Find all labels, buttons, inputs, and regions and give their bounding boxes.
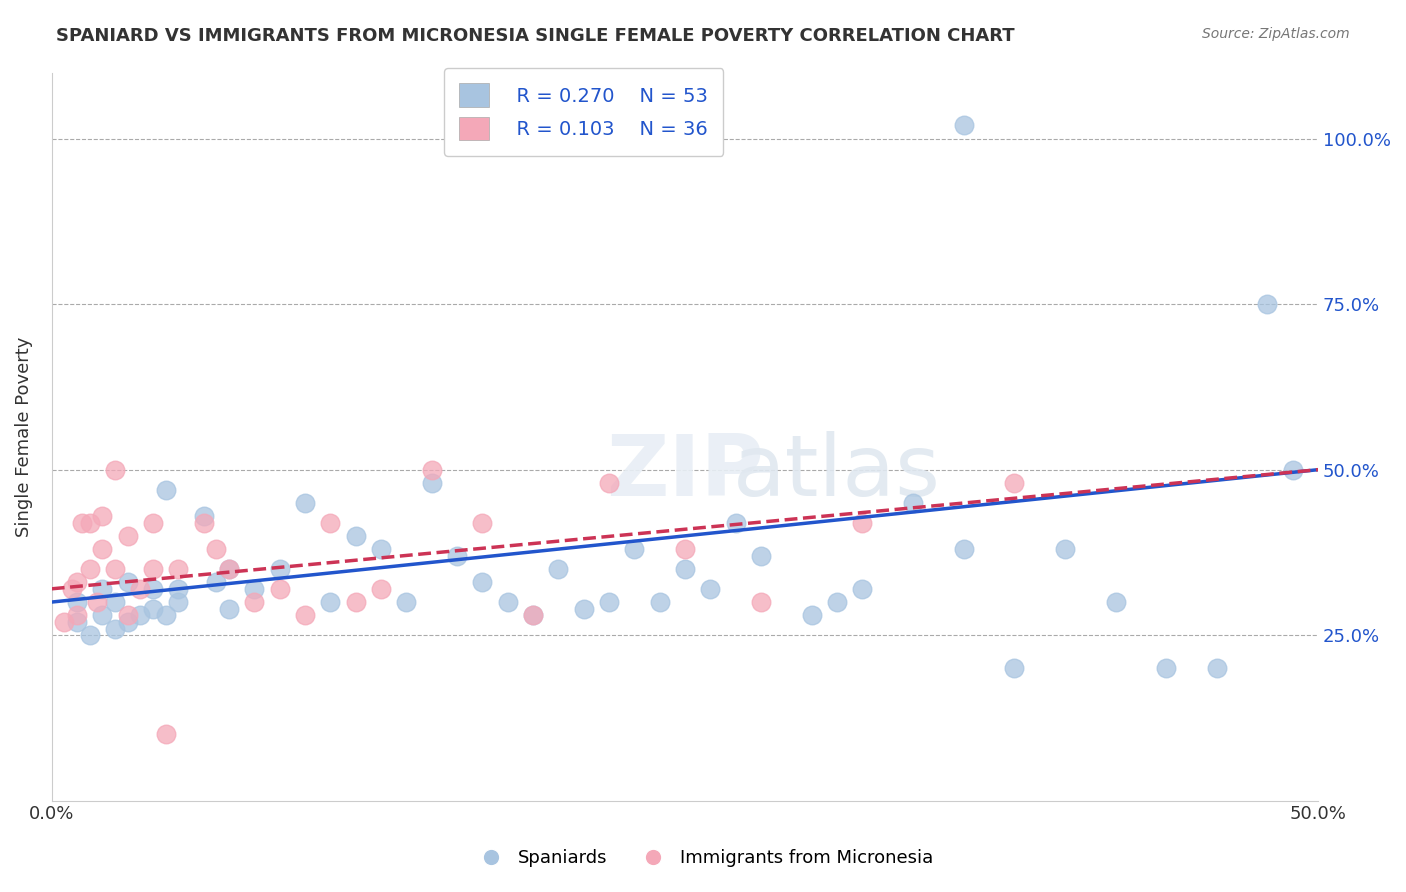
Point xyxy=(79,516,101,530)
Point xyxy=(1053,542,1076,557)
Point xyxy=(155,608,177,623)
Point xyxy=(851,582,873,596)
Point xyxy=(319,595,342,609)
Point xyxy=(1154,661,1177,675)
Point xyxy=(91,542,114,557)
Point xyxy=(446,549,468,563)
Point xyxy=(1002,475,1025,490)
Point xyxy=(79,562,101,576)
Point xyxy=(952,119,974,133)
Point xyxy=(79,628,101,642)
Point xyxy=(155,727,177,741)
Point xyxy=(117,615,139,629)
Text: Source: ZipAtlas.com: Source: ZipAtlas.com xyxy=(1202,27,1350,41)
Point xyxy=(155,483,177,497)
Point xyxy=(53,615,76,629)
Point xyxy=(724,516,747,530)
Point xyxy=(648,595,671,609)
Point xyxy=(673,562,696,576)
Point xyxy=(699,582,721,596)
Text: ZIP: ZIP xyxy=(606,432,763,515)
Point xyxy=(901,496,924,510)
Point xyxy=(572,601,595,615)
Y-axis label: Single Female Poverty: Single Female Poverty xyxy=(15,336,32,537)
Point xyxy=(218,601,240,615)
Point xyxy=(104,595,127,609)
Point xyxy=(547,562,569,576)
Point xyxy=(104,562,127,576)
Point xyxy=(269,582,291,596)
Point xyxy=(66,595,89,609)
Point xyxy=(344,529,367,543)
Point xyxy=(471,575,494,590)
Point xyxy=(623,542,645,557)
Point xyxy=(598,475,620,490)
Point xyxy=(522,608,544,623)
Point xyxy=(243,582,266,596)
Point xyxy=(66,615,89,629)
Point xyxy=(117,608,139,623)
Point xyxy=(129,608,152,623)
Point xyxy=(66,608,89,623)
Point xyxy=(91,608,114,623)
Point xyxy=(1205,661,1227,675)
Point xyxy=(496,595,519,609)
Point xyxy=(800,608,823,623)
Point xyxy=(218,562,240,576)
Point xyxy=(395,595,418,609)
Point xyxy=(598,595,620,609)
Point xyxy=(205,575,228,590)
Point xyxy=(218,562,240,576)
Point xyxy=(104,622,127,636)
Point xyxy=(1281,463,1303,477)
Legend: Spaniards, Immigrants from Micronesia: Spaniards, Immigrants from Micronesia xyxy=(465,842,941,874)
Point xyxy=(851,516,873,530)
Point xyxy=(243,595,266,609)
Point xyxy=(269,562,291,576)
Point xyxy=(1002,661,1025,675)
Point xyxy=(749,595,772,609)
Point xyxy=(193,516,215,530)
Point xyxy=(673,542,696,557)
Text: atlas: atlas xyxy=(733,432,941,515)
Point xyxy=(142,516,165,530)
Point xyxy=(1104,595,1126,609)
Point xyxy=(370,542,392,557)
Point xyxy=(952,542,974,557)
Point xyxy=(471,516,494,530)
Point xyxy=(66,575,89,590)
Point xyxy=(294,496,316,510)
Point xyxy=(825,595,848,609)
Point xyxy=(167,582,190,596)
Point xyxy=(205,542,228,557)
Point xyxy=(86,595,108,609)
Point xyxy=(167,595,190,609)
Text: SPANIARD VS IMMIGRANTS FROM MICRONESIA SINGLE FEMALE POVERTY CORRELATION CHART: SPANIARD VS IMMIGRANTS FROM MICRONESIA S… xyxy=(56,27,1015,45)
Point xyxy=(91,508,114,523)
Point xyxy=(91,582,114,596)
Point xyxy=(142,562,165,576)
Point xyxy=(60,582,83,596)
Point xyxy=(117,575,139,590)
Point xyxy=(117,529,139,543)
Point xyxy=(420,475,443,490)
Point xyxy=(193,508,215,523)
Point xyxy=(319,516,342,530)
Point xyxy=(420,463,443,477)
Point xyxy=(522,608,544,623)
Point xyxy=(70,516,93,530)
Point xyxy=(142,582,165,596)
Point xyxy=(104,463,127,477)
Point xyxy=(1256,297,1278,311)
Point xyxy=(142,601,165,615)
Point xyxy=(344,595,367,609)
Point xyxy=(129,582,152,596)
Point xyxy=(749,549,772,563)
Point xyxy=(294,608,316,623)
Point xyxy=(370,582,392,596)
Point xyxy=(167,562,190,576)
Legend:   R = 0.270    N = 53,   R = 0.103    N = 36: R = 0.270 N = 53, R = 0.103 N = 36 xyxy=(444,68,724,156)
